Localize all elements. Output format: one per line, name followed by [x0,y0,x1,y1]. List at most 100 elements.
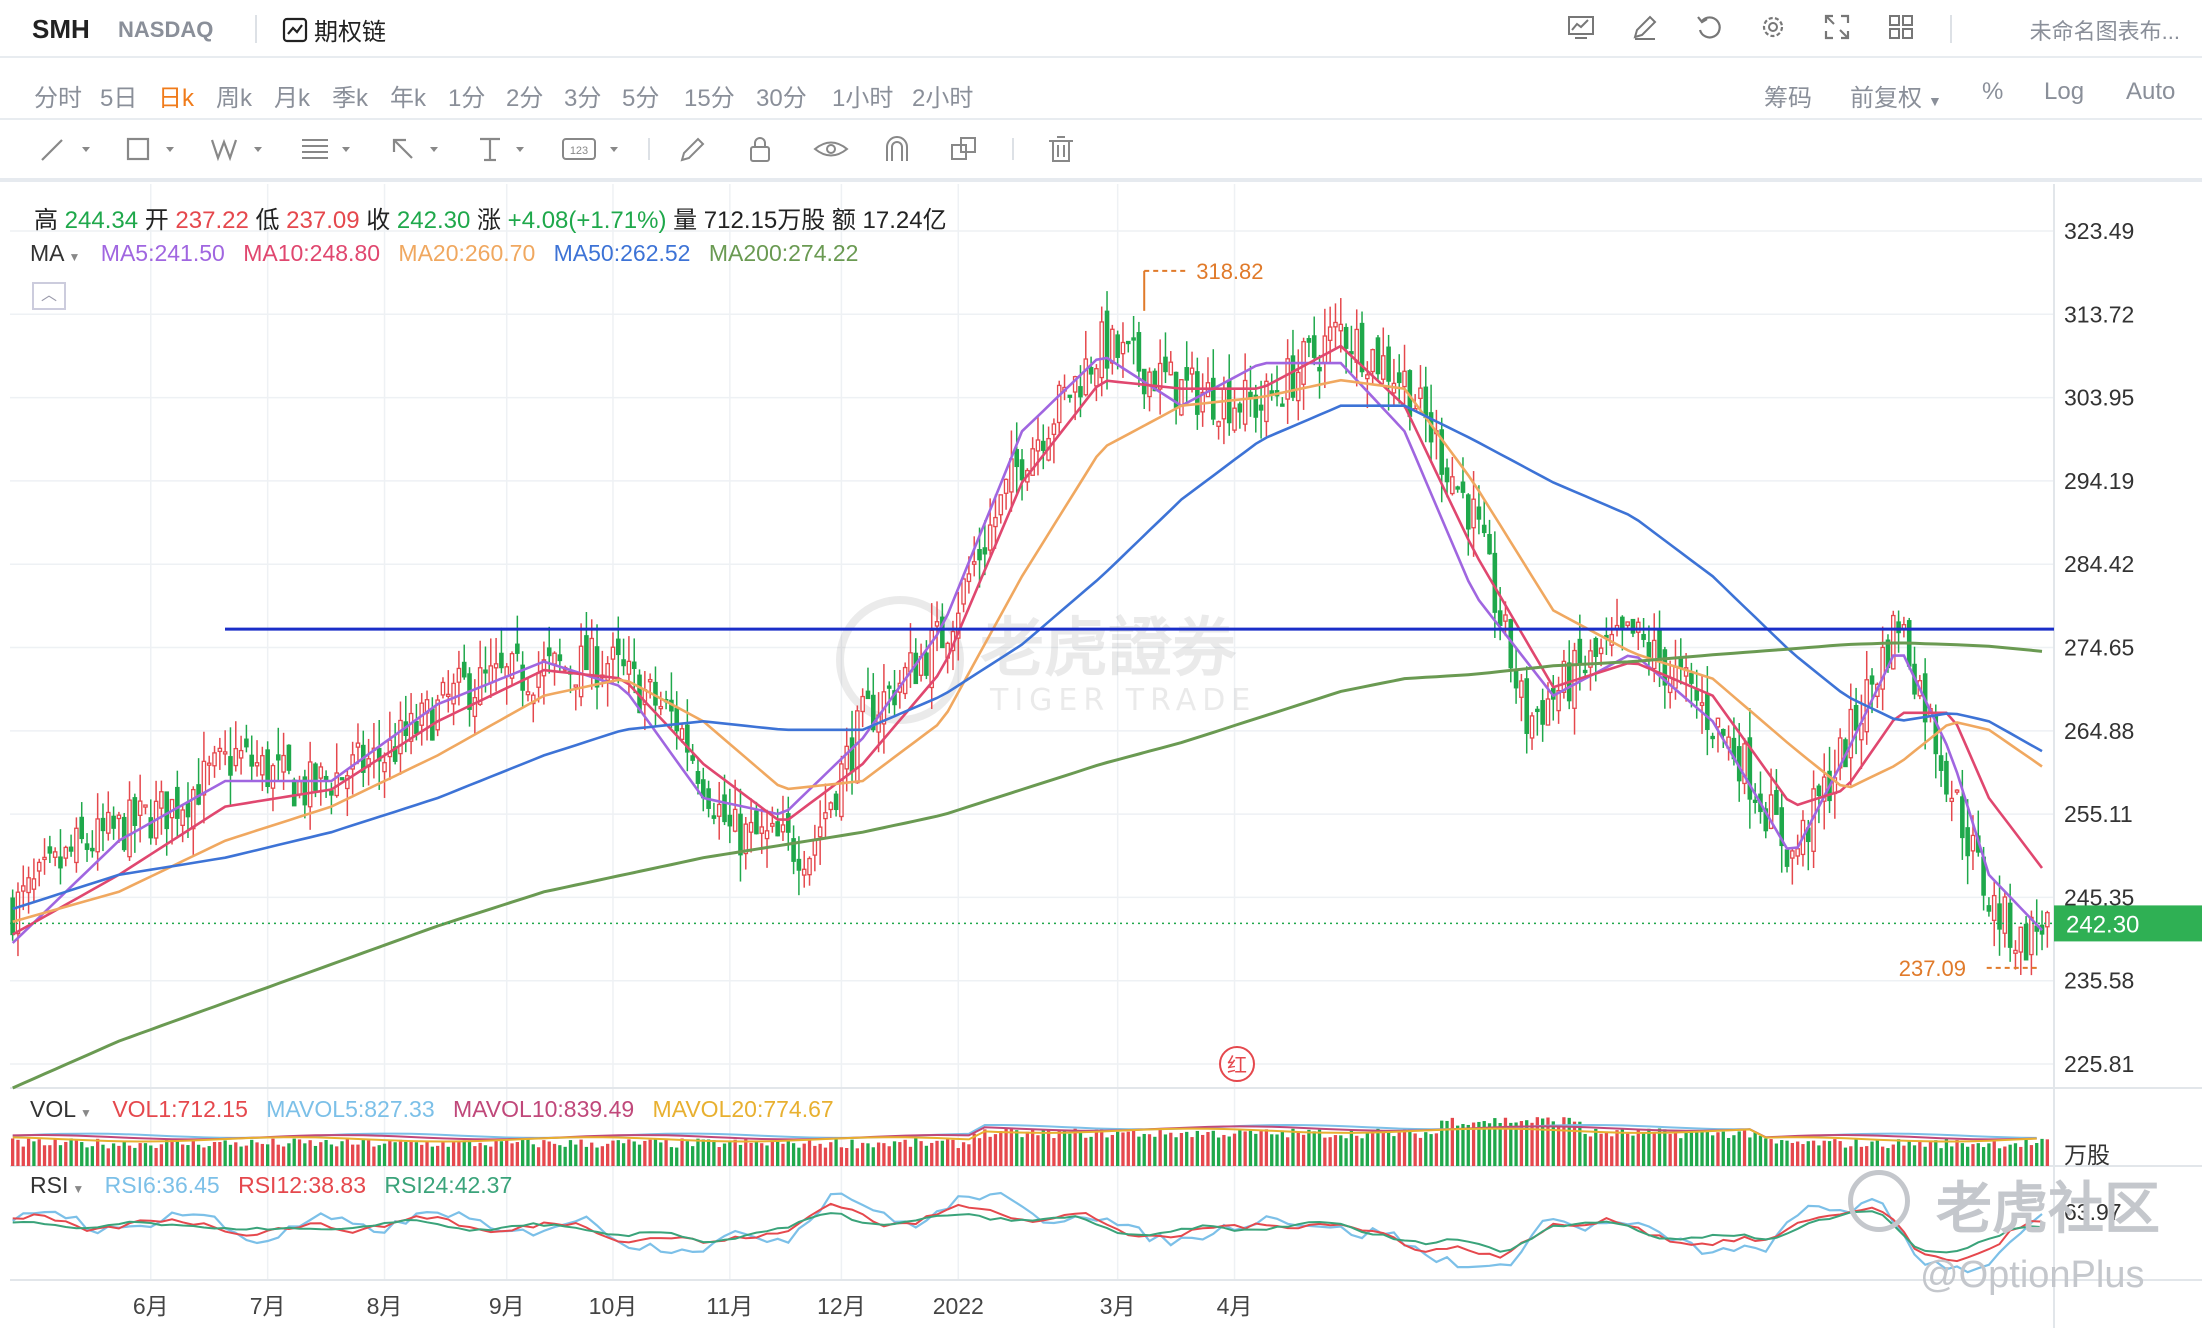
candle-body [589,637,595,678]
log-toggle[interactable]: Log [2044,78,2085,105]
volume-bar [845,1147,849,1166]
adjust-dropdown[interactable]: 前复权 ▼ [1850,78,1942,113]
candle-body [982,547,988,555]
period-yearly[interactable]: 年k [390,85,426,112]
option-chain-button[interactable]: 期权链 [282,12,386,47]
candle-body [732,808,738,832]
volume-bar [191,1140,195,1166]
clone-icon[interactable] [948,134,982,164]
volume-bar [1726,1137,1731,1166]
volume-bar [1737,1131,1741,1166]
candle-body [823,812,828,820]
candle-body [1030,448,1035,476]
candle-body [1779,807,1785,847]
percent-toggle[interactable]: % [1982,78,2004,105]
time-axis-label: 8月 [367,1293,403,1319]
rsi-indicator-dropdown[interactable]: RSI ▼ [30,1172,84,1198]
chart-layout-name[interactable]: 未命名图表布... [2029,19,2180,44]
adjust-label: 前复权 [1850,85,1922,112]
volume-bar [1020,1137,1024,1166]
volume-bar [457,1141,461,1166]
volume-bar [1243,1131,1247,1166]
arrow-tool-icon[interactable] [388,134,444,164]
settings-gear-icon[interactable] [1758,12,1788,42]
period-intraday[interactable]: 分时 [34,85,82,112]
candle-body [1715,717,1721,728]
period-1min[interactable]: 1分 [448,85,486,112]
ma-indicator-dropdown[interactable]: MA ▼ [30,240,80,266]
volume-bar [568,1140,573,1166]
indicator-icon[interactable] [1566,12,1596,42]
volume-bar [436,1145,440,1166]
candle-body [461,661,467,678]
candle-body [1710,735,1715,740]
candle-body [1487,533,1492,555]
candle-body [1853,705,1859,731]
period-quarterly[interactable]: 季k [332,85,368,112]
line-tool-icon[interactable] [38,134,94,164]
candle-body [870,694,876,731]
period-daily[interactable]: 日k [158,85,194,112]
fibonacci-tool-icon[interactable] [298,134,358,164]
collapse-legend-button[interactable]: ︿ [32,282,66,310]
amount-value: 17.24亿 [862,207,947,234]
candle-body [1561,660,1567,693]
volume-bar [1902,1145,1906,1166]
brush-tool-icon[interactable] [676,134,710,164]
vol-indicator-dropdown[interactable]: VOL ▼ [30,1096,92,1122]
time-axis-label: 10月 [589,1293,638,1319]
period-monthly[interactable]: 月k [274,85,310,112]
candle-body [1529,715,1535,739]
candle-body [971,561,977,565]
volume-bar [234,1142,238,1166]
reset-icon[interactable] [1694,12,1724,42]
period-15min[interactable]: 15分 [684,85,735,112]
volume-bar [1371,1131,1375,1166]
period-5min[interactable]: 5分 [622,85,660,112]
volume-bar [340,1141,344,1166]
text-tool-icon[interactable] [474,134,530,164]
period-3min[interactable]: 3分 [564,85,602,112]
period-1hour[interactable]: 1小时 [832,85,894,112]
candle-body [743,823,749,855]
auto-toggle[interactable]: Auto [2126,78,2176,105]
volume-bar [600,1146,604,1166]
candle-body [1163,356,1168,373]
period-30min[interactable]: 30分 [756,85,807,112]
eye-icon[interactable] [812,134,850,164]
volume-bar [1084,1137,1088,1166]
volume-bar [1647,1128,1651,1166]
wave-tool-icon[interactable] [210,134,270,164]
candle-body [759,826,765,834]
period-bar: 分时 5日 日k 周k 月k 季k 年k 1分 2分 3分 5分 15分 30分… [0,60,2202,120]
volume-bar [1232,1133,1237,1166]
red-event-marker[interactable]: 红 [1219,1046,1255,1082]
period-weekly[interactable]: 周k [216,85,252,112]
trash-icon[interactable] [1044,134,1078,164]
layout-grid-icon[interactable] [1886,12,1916,42]
period-2min[interactable]: 2分 [506,85,544,112]
volume-bar [127,1145,132,1166]
volume-bar [536,1147,541,1166]
rectangle-tool-icon[interactable] [124,134,180,164]
fullscreen-icon[interactable] [1822,12,1852,42]
candle-body [488,665,494,684]
chips-button[interactable]: 筹码 [1764,85,1812,112]
period-5day[interactable]: 5日 [100,85,138,112]
volume-bar [584,1146,589,1166]
kline-chart[interactable]: 老虎證券 TIGER TRADE 323.49 313.72 303.95 294.1… [0,184,2202,1328]
volume-bar [11,1138,15,1166]
price-label-tool-icon[interactable]: 123 [560,134,626,164]
period-2hour[interactable]: 2小时 [912,85,974,112]
candle-body [748,821,754,833]
volume-bar [1317,1129,1322,1166]
lock-icon[interactable] [744,134,778,164]
watermark-tiger: 老虎證券 TIGER TRADE [836,596,1250,724]
volume-bar [1796,1141,1800,1166]
volume-bar [632,1141,636,1166]
draw-pen-icon[interactable] [1630,12,1660,42]
volume-bar [1567,1117,1571,1166]
volume-bar [1434,1133,1439,1166]
candle-body [1630,618,1636,634]
magnet-icon[interactable] [880,134,914,164]
